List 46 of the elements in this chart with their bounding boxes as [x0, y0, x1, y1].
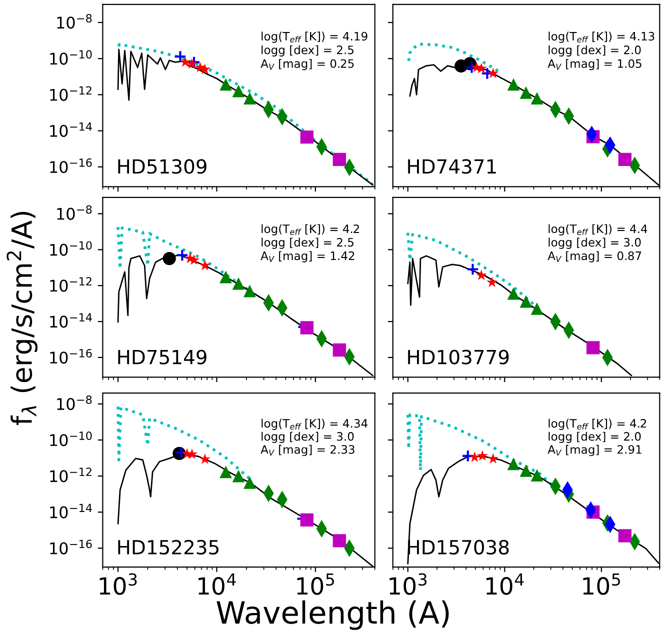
- y-tick-label: 10$^{−10}$: [50, 432, 92, 446]
- text: HD74371: [408, 159, 496, 174]
- x-tick-label: 10$^{4}$: [198, 573, 236, 595]
- y-tick-label: 10$^{−16}$: [50, 349, 92, 364]
- annotation: A$_{V}$ [mag] = 1.05: [548, 58, 642, 70]
- y-tick-label: 10$^{−16}$: [50, 158, 92, 174]
- annotation: logg [dex] = 3.0: [548, 238, 641, 249]
- annotation: log(T$_{eff}$ [K]) = 4.13: [548, 32, 654, 43]
- annotation: log(T$_{eff}$ [K]) = 4.34: [262, 418, 368, 430]
- y-tick-label: 10$^{−14}$: [50, 313, 92, 328]
- x-tick-label: 10$^{3}$: [390, 573, 427, 595]
- y-tick-label: 10$^{−16}$: [50, 540, 92, 554]
- annotation: A$_{V}$ [mag] = 1.42: [260, 251, 354, 262]
- annotation: logg [dex] = 2.5: [262, 45, 354, 56]
- x-tick-label: 10$^{3}$: [100, 573, 137, 595]
- annotation: log(T$_{eff}$ [K]) = 4.4: [548, 224, 648, 236]
- y-tick-label: 10$^{−8}$: [57, 205, 92, 220]
- y-tick-label: 10$^{−10}$: [50, 50, 92, 65]
- annotation: A$_{V}$ [mag] = 0.87: [548, 251, 642, 262]
- y-tick-label: 10$^{−12}$: [50, 86, 92, 101]
- y-tick-label: 10$^{−8}$: [57, 14, 92, 29]
- y-tick-label: 10$^{−12}$: [50, 277, 92, 292]
- text: HD75149: [118, 350, 206, 364]
- y-tick-label: 10$^{−12}$: [50, 468, 92, 482]
- y-axis-title: f$_{λ}$ (erg/s/cm$^{2}$/A): [6, 212, 38, 426]
- x-tick-label: 10$^{5}$: [583, 573, 620, 595]
- text: HD51309: [118, 159, 206, 174]
- annotation: A$_{V}$ [mag] = 0.25: [260, 58, 354, 70]
- annotation: log(T$_{eff}$ [K]) = 4.2: [548, 418, 646, 430]
- text: HD152235: [118, 540, 218, 555]
- annotation: A$_{V}$ [mag] = 2.91: [548, 444, 642, 456]
- y-tick-label: 10$^{−10}$: [50, 241, 92, 256]
- y-tick-label: 10$^{−14}$: [50, 122, 92, 137]
- annotation: log(T$_{eff}$ [K]) = 4.19: [262, 32, 368, 43]
- annotation: log(T$_{eff}$ [K]) = 4.2: [262, 224, 359, 236]
- x-axis-title: Wavelength (A): [216, 600, 449, 630]
- annotation: logg [dex] = 2.0: [548, 45, 641, 56]
- y-tick-label: 10$^{−8}$: [57, 395, 92, 410]
- annotation: logg [dex] = 2.5: [262, 238, 354, 249]
- annotation: A$_{V}$ [mag] = 2.33: [260, 444, 354, 456]
- x-tick-label: 10$^{5}$: [297, 573, 334, 595]
- annotation: logg [dex] = 2.0: [548, 432, 641, 444]
- text: HD103779: [408, 350, 509, 364]
- x-tick-label: 10$^{4}$: [486, 573, 524, 595]
- y-tick-label: 10$^{−14}$: [50, 504, 92, 518]
- annotation: logg [dex] = 3.0: [262, 432, 354, 444]
